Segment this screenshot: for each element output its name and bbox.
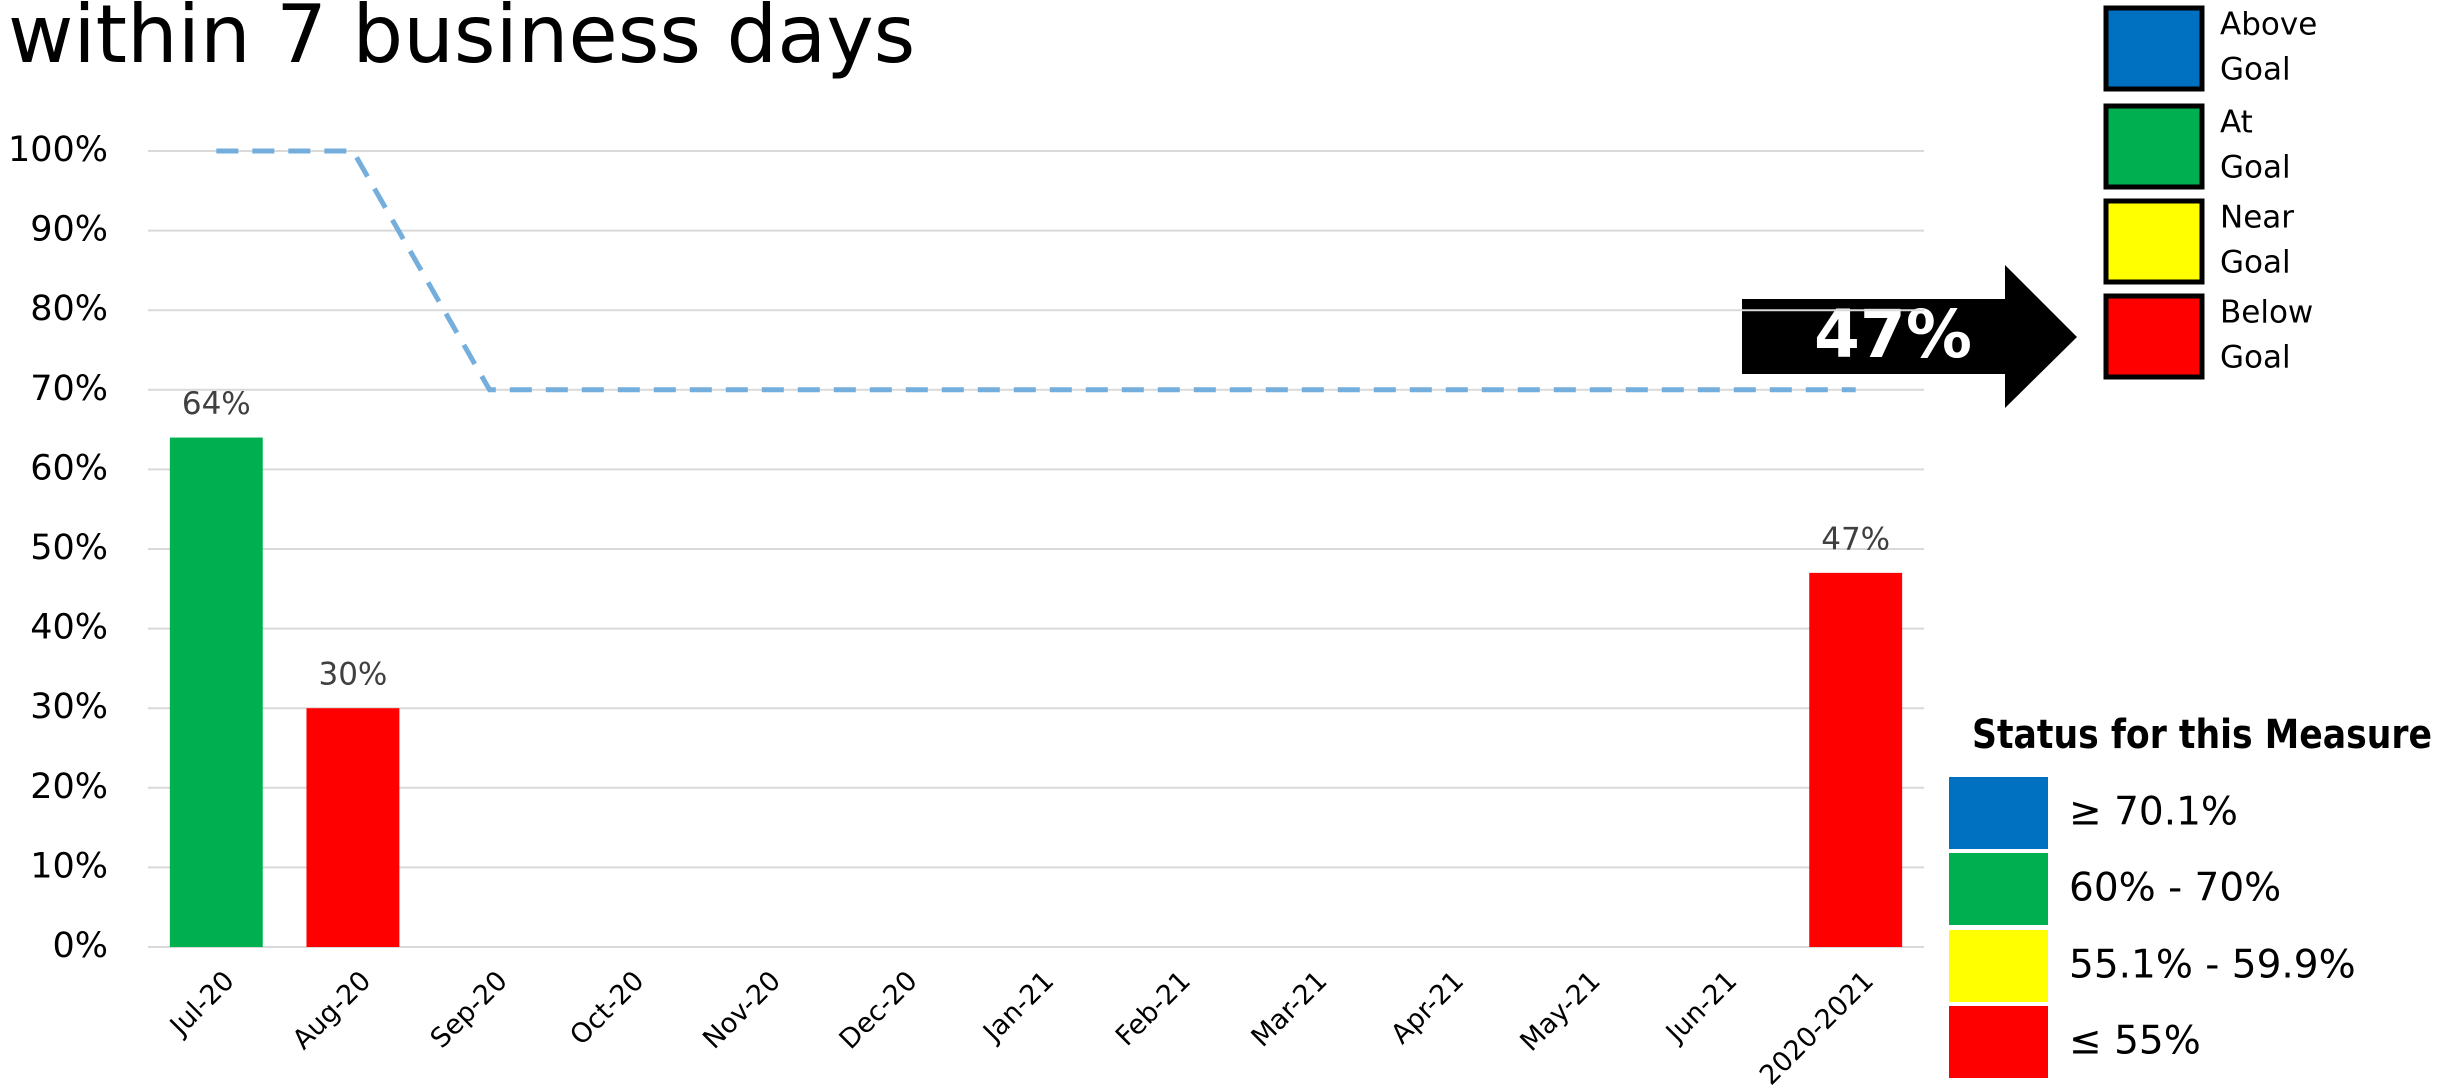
status-swatch	[1947, 928, 2050, 1004]
y-tick-label: 30%	[30, 687, 108, 727]
y-tick-label: 50%	[30, 528, 108, 568]
legend-swatch	[2103, 198, 2205, 285]
legend-label: Goal	[2220, 245, 2291, 281]
status-title: Status for this Measure	[1972, 712, 2432, 758]
status-label: ≥ 70.1%	[2069, 790, 2238, 835]
x-tick-label: Jan-21	[976, 965, 1060, 1049]
y-tick-label: 100%	[8, 130, 108, 170]
data-label: 47%	[1821, 521, 1890, 557]
bar	[169, 437, 263, 947]
status-swatch	[1947, 851, 2050, 927]
x-tick-label: Oct-20	[564, 965, 650, 1051]
legend-label: Goal	[2220, 340, 2291, 376]
x-tick-label: May-21	[1514, 965, 1606, 1057]
x-tick-label: Dec-20	[834, 965, 924, 1055]
status-swatch	[1947, 1004, 2050, 1080]
x-tick-label: Apr-21	[1385, 965, 1470, 1050]
x-tick-label: Mar-21	[1246, 965, 1334, 1053]
status-swatch	[1947, 775, 2050, 851]
data-label: 64%	[182, 386, 251, 422]
legend-swatch	[2103, 293, 2205, 380]
bar	[1809, 572, 1903, 947]
y-tick-label: 70%	[30, 369, 108, 409]
bar	[306, 708, 400, 947]
callout-text: 47%	[1814, 296, 1972, 373]
goal-line	[216, 148, 1856, 393]
callout-arrow	[1742, 265, 2077, 408]
x-tick-label: 2020-2021	[1754, 965, 1880, 1091]
legend-label: Below	[2220, 295, 2313, 331]
x-tick-label: Nov-20	[697, 965, 787, 1055]
legend-swatch	[2103, 5, 2205, 92]
legend-swatch	[2103, 103, 2205, 190]
x-tick-label: Aug-20	[287, 965, 377, 1055]
y-tick-label: 90%	[30, 210, 108, 250]
status-label: 55.1% - 59.9%	[2069, 943, 2356, 988]
status-label: ≤ 55%	[2069, 1019, 2201, 1064]
y-tick-label: 60%	[30, 448, 108, 488]
legend-label: Goal	[2220, 52, 2291, 88]
y-tick-label: 20%	[30, 767, 108, 807]
legend-label: Goal	[2220, 150, 2291, 186]
data-label: 30%	[318, 657, 387, 693]
chart-title: within 7 business days	[8, 0, 915, 81]
x-tick-label: Jun-21	[1659, 965, 1743, 1049]
y-tick-label: 0%	[52, 926, 108, 966]
y-tick-label: 10%	[30, 846, 108, 886]
x-tick-label: Sep-20	[425, 965, 514, 1054]
y-tick-label: 80%	[30, 289, 108, 329]
y-tick-label: 40%	[30, 608, 108, 648]
legend-label: At	[2220, 105, 2253, 141]
x-tick-label: Feb-21	[1110, 965, 1197, 1052]
legend-label: Near	[2220, 200, 2294, 236]
x-tick-label: Jul-20	[163, 965, 241, 1043]
status-label: 60% - 70%	[2069, 866, 2281, 911]
legend-label: Above	[2220, 7, 2317, 43]
